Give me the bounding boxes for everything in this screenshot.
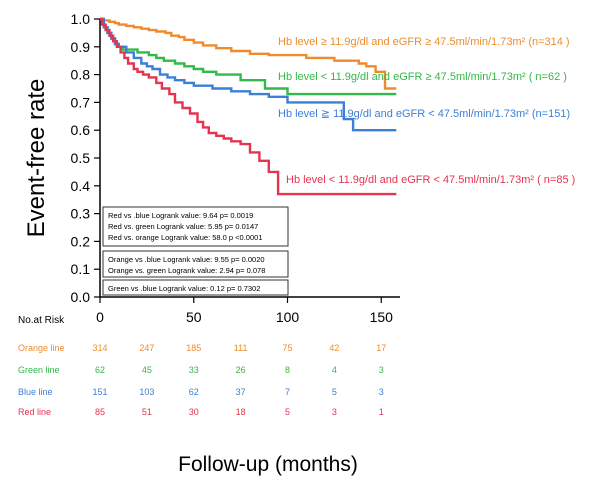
x-tick-label: 0 bbox=[96, 309, 104, 325]
y-tick-label: 0.0 bbox=[71, 289, 91, 305]
risk-row-label-blue: Blue line bbox=[18, 387, 53, 397]
y-tick-label: 0.7 bbox=[71, 94, 91, 110]
risk-cell: 8 bbox=[285, 365, 290, 375]
risk-cell: 17 bbox=[376, 343, 386, 353]
logrank-box-3 bbox=[102, 279, 289, 296]
risk-cell: 33 bbox=[189, 365, 199, 375]
risk-row-label-orange: Orange line bbox=[18, 343, 65, 353]
y-tick-label: 0.3 bbox=[71, 206, 91, 222]
logrank-box-2 bbox=[102, 250, 289, 278]
y-axis-title-group: Event-free rate bbox=[23, 79, 50, 238]
series-line-blue bbox=[100, 17, 397, 132]
logrank-box-1 bbox=[102, 206, 289, 247]
risk-table-title: No.at Risk bbox=[18, 315, 65, 326]
plot-axes: 0.0 0.1 0.2 0.3 0.4 0.5 0.6 0.7 0.8 0.9 1.0 0 50 100 1… bbox=[71, 11, 400, 325]
risk-cell: 3 bbox=[379, 387, 384, 397]
y-tick-label: 0.8 bbox=[71, 67, 91, 83]
y-axis-title: Event-free rate bbox=[23, 79, 50, 238]
series-line-orange bbox=[100, 17, 397, 90]
x-tick-label: 150 bbox=[370, 309, 394, 325]
logrank-text: Red vs. orange Logrank value: 58.0 p <0.… bbox=[108, 233, 263, 242]
risk-cell: 1 bbox=[379, 407, 384, 417]
series-label-blue: Hb level ≧ 11.9g/dl and eGFR < 47.5ml/mi… bbox=[278, 108, 570, 120]
risk-cell: 3 bbox=[332, 407, 337, 417]
risk-cell: 51 bbox=[142, 407, 152, 417]
risk-cell: 247 bbox=[139, 343, 154, 353]
x-tick-label: 100 bbox=[276, 309, 300, 325]
series-line-red bbox=[100, 17, 397, 196]
x-axis-title: Follow-up (months) bbox=[178, 453, 358, 476]
risk-cell: 62 bbox=[189, 387, 199, 397]
risk-cell: 111 bbox=[234, 343, 248, 353]
y-tick-label: 0.5 bbox=[71, 150, 91, 166]
risk-cell: 103 bbox=[139, 387, 154, 397]
y-tick-label: 0.4 bbox=[71, 178, 91, 194]
risk-cell: 26 bbox=[236, 365, 246, 375]
risk-row-label-red: Red line bbox=[18, 407, 51, 417]
risk-cell: 5 bbox=[332, 387, 337, 397]
y-tick-label: 0.1 bbox=[71, 261, 91, 277]
risk-cell: 42 bbox=[329, 343, 339, 353]
risk-cell: 4 bbox=[332, 365, 337, 375]
risk-cell: 151 bbox=[92, 387, 107, 397]
series-label-red: Hb level < 11.9g/dl and eGFR < 47.5ml/mi… bbox=[286, 174, 575, 186]
risk-cell: 314 bbox=[92, 343, 107, 353]
series-label-orange: Hb level ≥ 11.9g/dl and eGFR ≥ 47.5ml/mi… bbox=[278, 36, 570, 48]
logrank-text: Red vs. green Logrank value: 5.95 p= 0.0… bbox=[108, 222, 258, 231]
risk-cell: 5 bbox=[285, 407, 290, 417]
x-tick-label: 50 bbox=[186, 309, 202, 325]
series-labels-layer: Hb level ≥ 11.9g/dl and eGFR ≥ 47.5ml/mi… bbox=[278, 36, 575, 186]
y-tick-label: 0.2 bbox=[71, 233, 91, 249]
y-tick-label: 0.9 bbox=[71, 39, 91, 55]
logrank-text: Orange vs. green Logrank value: 2.94 p= … bbox=[108, 266, 265, 275]
logrank-text: Red vs .blue Logrank value: 9.64 p= 0.00… bbox=[108, 211, 253, 220]
logrank-text: Green vs .blue Logrank value: 0.12 p= 0.… bbox=[108, 284, 260, 293]
risk-row-label-green: Green line bbox=[18, 365, 60, 375]
risk-cell: 7 bbox=[285, 387, 290, 397]
series-label-green: Hb level < 11.9g/dl and eGFR ≥ 47.5ml/mi… bbox=[278, 71, 567, 83]
y-tick-label: 0.6 bbox=[71, 122, 91, 138]
y-tick-label: 1.0 bbox=[71, 11, 91, 27]
risk-cell: 18 bbox=[236, 407, 246, 417]
risk-cell: 62 bbox=[95, 365, 105, 375]
risk-cell: 45 bbox=[142, 365, 152, 375]
risk-cell: 85 bbox=[95, 407, 105, 417]
risk-cell: 37 bbox=[236, 387, 246, 397]
logrank-text: Orange vs .blue Logrank value: 9.55 p= 0… bbox=[108, 255, 265, 264]
risk-cell: 3 bbox=[379, 365, 384, 375]
logrank-boxes-layer: Red vs .blue Logrank value: 9.64 p= 0.00… bbox=[102, 206, 289, 296]
risk-cell: 75 bbox=[282, 343, 292, 353]
risk-cell: 30 bbox=[189, 407, 199, 417]
risk-cell: 185 bbox=[186, 343, 201, 353]
series-layer bbox=[100, 17, 397, 196]
